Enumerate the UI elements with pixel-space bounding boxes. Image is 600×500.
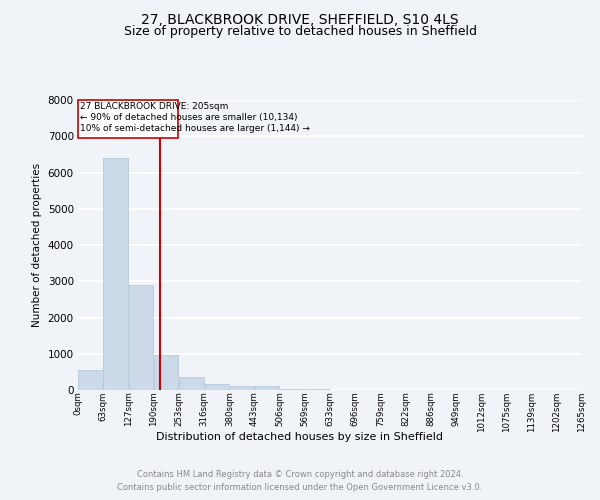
Text: Size of property relative to detached houses in Sheffield: Size of property relative to detached ho… xyxy=(124,25,476,38)
Bar xyxy=(79,370,103,390)
Text: 27 BLACKBROOK DRIVE: 205sqm: 27 BLACKBROOK DRIVE: 205sqm xyxy=(80,102,228,111)
Bar xyxy=(78,100,178,138)
Text: Contains public sector information licensed under the Open Government Licence v3: Contains public sector information licen… xyxy=(118,482,482,492)
Bar xyxy=(129,285,154,390)
Bar xyxy=(280,389,304,390)
Bar xyxy=(204,384,229,390)
Bar xyxy=(179,378,203,390)
Text: 10% of semi-detached houses are larger (1,144) →: 10% of semi-detached houses are larger (… xyxy=(80,124,310,132)
Text: 27, BLACKBROOK DRIVE, SHEFFIELD, S10 4LS: 27, BLACKBROOK DRIVE, SHEFFIELD, S10 4LS xyxy=(141,12,459,26)
Bar xyxy=(103,158,128,390)
Text: Distribution of detached houses by size in Sheffield: Distribution of detached houses by size … xyxy=(157,432,443,442)
Bar xyxy=(255,386,279,390)
Bar xyxy=(230,386,254,390)
Y-axis label: Number of detached properties: Number of detached properties xyxy=(32,163,42,327)
Text: ← 90% of detached houses are smaller (10,134): ← 90% of detached houses are smaller (10… xyxy=(80,113,297,122)
Bar xyxy=(154,354,178,390)
Text: Contains HM Land Registry data © Crown copyright and database right 2024.: Contains HM Land Registry data © Crown c… xyxy=(137,470,463,479)
